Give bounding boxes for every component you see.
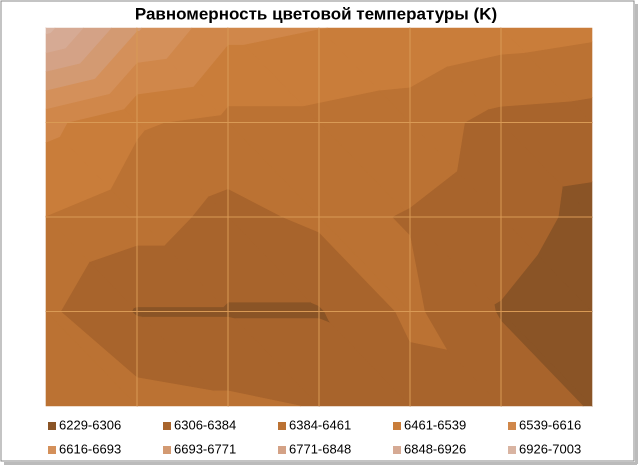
contour-band bbox=[227, 311, 320, 319]
legend-swatch bbox=[278, 422, 286, 430]
legend-swatch bbox=[508, 422, 516, 430]
legend-label: 6384-6461 bbox=[289, 417, 351, 432]
legend-swatch bbox=[163, 422, 171, 430]
legend-swatch bbox=[393, 422, 401, 430]
legend-swatch bbox=[508, 446, 516, 454]
contour-band bbox=[136, 311, 229, 318]
shadow bbox=[4, 462, 637, 465]
contour-band bbox=[136, 306, 229, 312]
contour-band bbox=[45, 121, 61, 143]
legend-label: 6693-6771 bbox=[174, 441, 236, 456]
legend-swatch bbox=[163, 446, 171, 454]
legend: 6229-6306 6306-6384 6384-6461 6461-6539 6539… bbox=[48, 417, 581, 456]
legend-swatch bbox=[278, 446, 286, 454]
legend-label: 6616-6693 bbox=[59, 441, 121, 456]
legend-swatch bbox=[48, 422, 56, 430]
legend-swatch bbox=[48, 446, 56, 454]
chart-title: Равномерность цветовой температуры (K) bbox=[135, 4, 497, 23]
legend-label: 6926-7003 bbox=[519, 441, 581, 456]
contour-band bbox=[227, 105, 320, 123]
legend-label: 6461-6539 bbox=[404, 417, 466, 432]
legend-label: 6306-6384 bbox=[174, 417, 236, 432]
legend-label: 6539-6616 bbox=[519, 417, 581, 432]
plot-area bbox=[45, 27, 593, 407]
contour-band bbox=[45, 310, 138, 407]
legend-label: 6229-6306 bbox=[59, 417, 121, 432]
contour-band bbox=[227, 301, 320, 312]
legend-label: 6848-6926 bbox=[404, 441, 466, 456]
shadow bbox=[635, 4, 638, 464]
contour-band bbox=[45, 27, 52, 35]
legend-label: 6771-6848 bbox=[289, 441, 351, 456]
legend-swatch bbox=[393, 446, 401, 454]
